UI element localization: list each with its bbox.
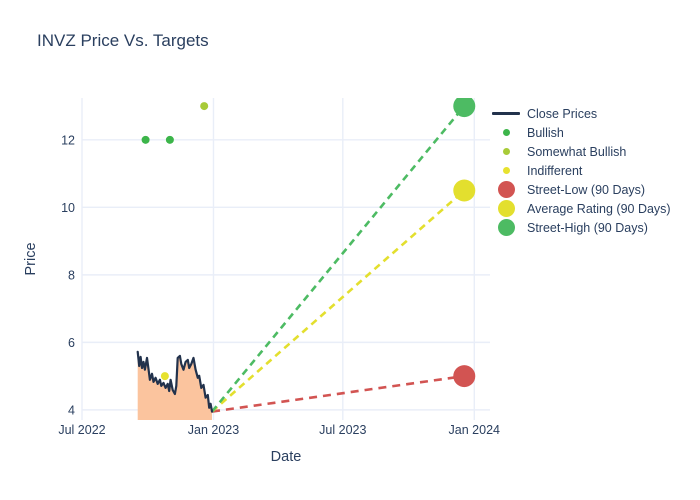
dot-swatch-icon <box>502 129 510 136</box>
street-high-90-days-point[interactable] <box>453 95 476 118</box>
close-prices-line[interactable] <box>136 350 214 413</box>
y-tick-label: 4 <box>68 403 75 417</box>
dot-swatch-icon <box>497 219 515 236</box>
legend-label: Somewhat Bullish <box>527 144 627 159</box>
indifferent-point[interactable] <box>160 372 169 381</box>
bullish-point[interactable] <box>141 135 150 144</box>
x-tick-label: Jan 2024 <box>449 423 500 437</box>
chart-title: INVZ Price Vs. Targets <box>37 31 209 50</box>
dot-swatch-icon <box>497 181 515 198</box>
line-swatch-icon <box>492 112 520 115</box>
gridlines <box>81 98 490 420</box>
indifferent-legend-marker <box>486 167 526 174</box>
legend-label: Bullish <box>527 125 564 140</box>
close-prices-legend-marker <box>486 112 526 115</box>
bullish-point[interactable] <box>165 135 174 144</box>
street-high-90-days-trendline <box>211 105 466 413</box>
legend-item-average-rating-90-days[interactable]: Average Rating (90 Days) <box>486 199 671 218</box>
legend-label: Street-High (90 Days) <box>527 220 648 235</box>
legend-label: Street-Low (90 Days) <box>527 182 646 197</box>
x-tick-label: Jul 2022 <box>58 423 105 437</box>
y-tick-label: 10 <box>61 201 75 215</box>
legend-label: Average Rating (90 Days) <box>527 201 671 216</box>
somewhat-bullish-legend-marker <box>486 148 526 155</box>
average-rating-90-days-point[interactable] <box>453 179 476 202</box>
average-rating-90-days-trendline <box>211 189 466 413</box>
legend-item-indifferent[interactable]: Indifferent <box>486 161 671 180</box>
legend-item-street-low-90-days[interactable]: Street-Low (90 Days) <box>486 180 671 199</box>
street-low-90-days-trendline <box>211 374 465 413</box>
street-low-90-days-point[interactable] <box>453 365 476 388</box>
street-low-90-days-legend-marker <box>486 181 526 198</box>
y-tick-label: 8 <box>68 268 75 282</box>
dot-swatch-icon <box>502 148 510 155</box>
x-axis-title: Date <box>271 449 302 465</box>
legend-item-street-high-90-days[interactable]: Street-High (90 Days) <box>486 218 671 237</box>
somewhat-bullish-point[interactable] <box>200 102 209 111</box>
legend-item-bullish[interactable]: Bullish <box>486 123 671 142</box>
legend: Close Prices Bullish Somewhat Bullish Indif… <box>486 104 671 237</box>
y-tick-label: 6 <box>68 336 75 350</box>
legend-label: Indifferent <box>527 163 583 178</box>
x-tick-label: Jul 2023 <box>319 423 366 437</box>
dot-swatch-icon <box>502 167 510 174</box>
bullish-legend-marker <box>486 129 526 136</box>
average-rating-90-days-legend-marker <box>486 200 526 217</box>
close-prices-area <box>137 351 212 420</box>
legend-item-close-prices[interactable]: Close Prices <box>486 104 671 123</box>
street-high-90-days-legend-marker <box>486 219 526 236</box>
legend-item-somewhat-bullish[interactable]: Somewhat Bullish <box>486 142 671 161</box>
legend-label: Close Prices <box>527 106 598 121</box>
y-tick-label: 12 <box>61 133 75 147</box>
series-layer <box>136 95 476 420</box>
y-axis-title: Price <box>23 242 39 275</box>
x-tick-label: Jan 2023 <box>188 423 239 437</box>
dot-swatch-icon <box>497 200 515 217</box>
tick-labels: 4 6 8 10 12 Jul 2022 Jan 2023 Jul 2023 Jan 2024 <box>58 133 500 437</box>
